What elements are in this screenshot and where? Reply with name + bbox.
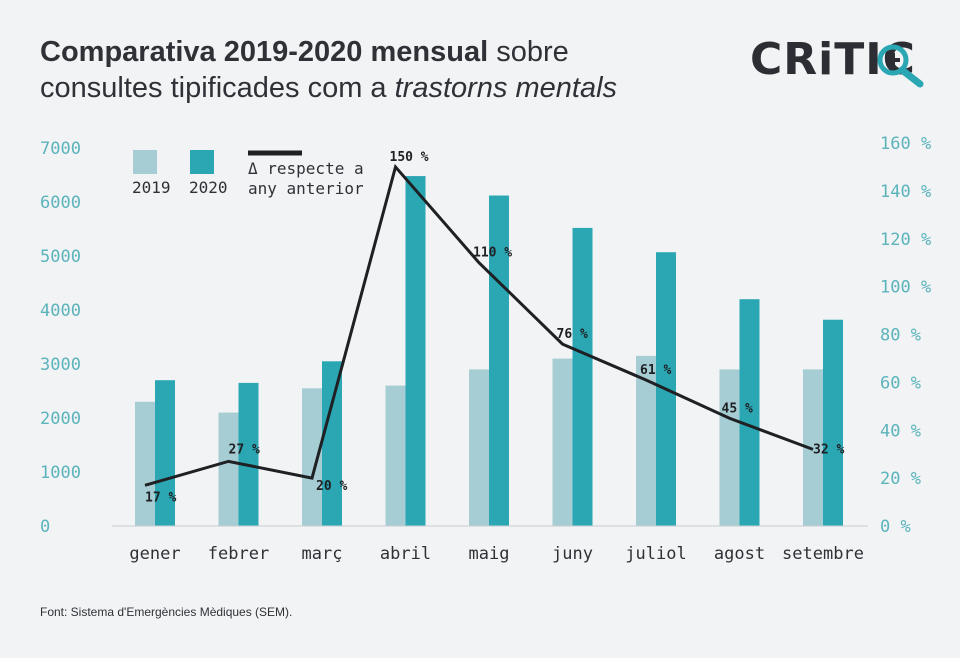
bar-2019	[385, 385, 406, 526]
bar-2019	[218, 412, 239, 526]
left-tick-label: 1000	[40, 463, 81, 483]
right-tick-label: 0 %	[880, 517, 911, 537]
chart-title: Comparativa 2019-2020 mensual sobre cons…	[40, 34, 680, 106]
left-tick-label: 6000	[40, 193, 81, 213]
delta-label: 32 %	[813, 442, 844, 457]
x-tick-label: agost	[714, 544, 765, 564]
x-tick-label: gener	[129, 544, 180, 564]
delta-label: 76 %	[557, 327, 588, 342]
bar-2020	[739, 299, 760, 526]
x-tick-label: maig	[469, 544, 510, 564]
x-tick-label: abril	[380, 544, 431, 564]
right-tick-label: 80 %	[880, 326, 921, 346]
right-axis: 0 % 20 % 40 % 60 % 80 % 100 % 120 % 140 % 160 %	[880, 134, 931, 537]
left-tick-label: 5000	[40, 247, 81, 267]
right-tick-label: 140 %	[880, 182, 931, 202]
x-axis-labels: gener febrer març abril maig juny juliol agost s…	[129, 544, 864, 564]
delta-label: 17 %	[145, 490, 176, 505]
delta-label: 27 %	[229, 442, 260, 457]
delta-label: 45 %	[722, 401, 753, 416]
bars	[135, 176, 843, 527]
right-tick-label: 40 %	[880, 421, 921, 441]
x-tick-label: juliol	[625, 544, 686, 564]
bar-2019	[135, 401, 155, 526]
delta-label: 110 %	[473, 246, 512, 261]
x-tick-label: febrer	[208, 544, 269, 564]
bar-2020	[405, 176, 426, 526]
critic-logo: CRiTIC	[750, 32, 930, 92]
left-tick-label: 7000	[40, 139, 81, 159]
legend-line-label-1: Δ respecte a	[248, 159, 364, 178]
magnifier-plus-icon	[877, 44, 924, 88]
right-tick-label: 120 %	[880, 230, 931, 250]
bar-2020	[823, 319, 843, 526]
right-tick-label: 60 %	[880, 373, 921, 393]
left-axis: 0 1000 2000 3000 4000 5000 6000 7000	[40, 139, 81, 537]
bar-2020	[155, 380, 175, 526]
x-tick-label: setembre	[782, 544, 864, 564]
delta-label: 61 %	[640, 363, 671, 378]
left-tick-label: 3000	[40, 355, 81, 375]
bar-2020	[322, 361, 342, 526]
legend-label-2019: 2019	[132, 178, 171, 197]
x-tick-label: juny	[552, 544, 593, 564]
legend-line-label-2: any anterior	[248, 179, 364, 198]
bar-2019	[719, 369, 740, 526]
bar-2019	[803, 369, 823, 526]
legend-swatch-2020	[190, 150, 214, 174]
delta-label: 20 %	[316, 479, 347, 494]
delta-label: 150 %	[390, 150, 429, 165]
bar-line-chart: 0 1000 2000 3000 4000 5000 6000 7000 0 % 20 % 40 …	[40, 134, 931, 564]
bar-2019	[552, 358, 573, 526]
delta-line-path	[144, 163, 814, 487]
title-text: sobre consultes tipificades com a	[40, 36, 569, 104]
x-tick-label: març	[302, 544, 343, 564]
delta-line: 17 % 27 % 20 % 150 % 110 % 76 % 61 % 45 % 32 %	[144, 150, 844, 505]
source-note: Font: Sistema d'Emergències Mèdiques (SE…	[40, 605, 293, 619]
right-tick-label: 100 %	[880, 278, 931, 298]
bar-2019	[636, 355, 656, 526]
left-tick-label: 4000	[40, 301, 81, 321]
bar-2019	[302, 388, 322, 526]
left-tick-label: 0	[40, 517, 50, 537]
bar-2020	[238, 382, 259, 526]
title-bold: Comparativa 2019-2020 mensual	[40, 36, 489, 68]
left-tick-label: 2000	[40, 409, 81, 429]
right-tick-label: 20 %	[880, 469, 921, 489]
bar-2019	[469, 369, 489, 526]
title-italic: trastorns mentals	[394, 72, 618, 104]
bar-2020	[572, 227, 593, 527]
legend-swatch-2019	[133, 150, 157, 174]
legend-label-2020: 2020	[189, 178, 228, 197]
right-tick-label: 160 %	[880, 134, 931, 154]
legend: 2019 2020 Δ respecte a any anterior	[132, 150, 364, 198]
